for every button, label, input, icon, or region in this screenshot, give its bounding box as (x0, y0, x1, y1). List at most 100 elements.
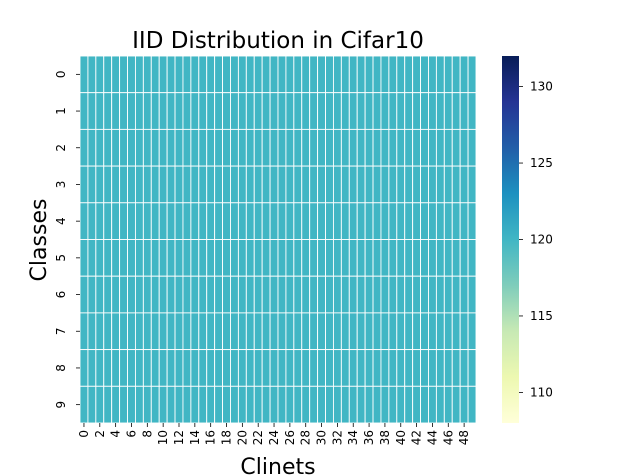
heatmap-cell (420, 275, 429, 314)
heatmap-cell (142, 92, 152, 130)
heatmap-cell (158, 275, 168, 314)
heatmap-cell (166, 92, 176, 130)
heatmap-cell (412, 275, 422, 314)
heatmap-cell (190, 128, 200, 167)
heatmap-cell (119, 385, 128, 424)
heatmap-cell (206, 92, 216, 130)
heatmap-cell (198, 92, 208, 130)
heatmap-cell (166, 275, 176, 314)
y-tick-label: 2 (54, 144, 68, 152)
heatmap-cell (79, 202, 89, 240)
heatmap-cell (412, 202, 422, 240)
heatmap-cell (356, 349, 366, 387)
heatmap-cell (285, 312, 295, 351)
heatmap-cell (206, 128, 216, 167)
heatmap-cell (158, 312, 168, 351)
heatmap-cell (253, 349, 263, 387)
heatmap-cell (420, 128, 429, 167)
x-tick-label: 44 (425, 430, 439, 445)
heatmap-cell (214, 165, 224, 204)
heatmap-cell (332, 312, 342, 351)
heatmap-cell (372, 202, 382, 240)
heatmap-cell (317, 239, 326, 277)
heatmap-cell (206, 55, 216, 94)
heatmap-cell (237, 55, 247, 94)
heatmap-cell (420, 349, 429, 387)
heatmap-cell (174, 128, 184, 167)
heatmap-cell (95, 202, 105, 240)
heatmap-cell (332, 165, 342, 204)
heatmap-cell (467, 55, 477, 94)
heatmap-cell (222, 202, 231, 240)
x-tick-label: 16 (204, 430, 218, 445)
heatmap-cell (340, 275, 350, 314)
heatmap-cell (420, 92, 429, 130)
heatmap-cell (95, 165, 105, 204)
heatmap-cell (142, 165, 152, 204)
y-axis-label: Classes (27, 199, 52, 282)
heatmap-cell (79, 312, 89, 351)
heatmap-cell (150, 349, 160, 387)
x-tick-label: 2 (93, 430, 107, 438)
heatmap-cell (388, 385, 398, 424)
x-tick-label: 28 (299, 430, 313, 445)
heatmap-cell (158, 128, 168, 167)
heatmap-cell (380, 128, 390, 167)
heatmap-cell (428, 202, 437, 240)
heatmap-cell (372, 385, 382, 424)
heatmap-cell (293, 128, 303, 167)
heatmap-cell (301, 312, 311, 351)
x-tick-label: 8 (140, 430, 154, 438)
heatmap-cell (87, 128, 97, 167)
heatmap-cell (467, 128, 477, 167)
heatmap-cell (190, 55, 200, 94)
heatmap-cell (459, 385, 469, 424)
heatmap-cell (222, 128, 231, 167)
heatmap-cell (309, 275, 319, 314)
heatmap-cell (364, 312, 374, 351)
heatmap-cell (396, 202, 406, 240)
heatmap-cell (79, 349, 89, 387)
heatmap-cell (332, 128, 342, 167)
heatmap-cell (309, 128, 319, 167)
y-axis-ticks: 0 1 2 3 4 5 6 7 8 9 (54, 71, 80, 408)
heatmap-cell (340, 92, 350, 130)
heatmap-cell (285, 349, 295, 387)
heatmap-cell (380, 239, 390, 277)
heatmap-cell (332, 385, 342, 424)
heatmap-cell (95, 275, 105, 314)
heatmap-cell (103, 202, 113, 240)
heatmap-cell (285, 385, 295, 424)
heatmap-cell (142, 202, 152, 240)
heatmap-cell (206, 349, 216, 387)
heatmap-cell (127, 385, 136, 424)
x-tick-label: 34 (346, 430, 360, 445)
heatmap-cell (166, 128, 176, 167)
colorbar-tick-label: 120 (530, 233, 553, 247)
heatmap-cell (222, 165, 231, 204)
heatmap-cell (396, 385, 406, 424)
x-tick-label: 48 (457, 430, 471, 445)
heatmap-cell (443, 385, 453, 424)
heatmap-cell (309, 202, 319, 240)
heatmap-cell (340, 239, 350, 277)
heatmap-cell (142, 385, 152, 424)
heatmap-cell (198, 349, 208, 387)
heatmap-cell (222, 385, 231, 424)
heatmap-cell (158, 55, 168, 94)
heatmap-cell (245, 239, 255, 277)
heatmap-cell (325, 92, 334, 130)
heatmap-cell (245, 128, 255, 167)
heatmap-cell (372, 92, 382, 130)
heatmap-cell (182, 202, 192, 240)
heatmap-cell (380, 312, 390, 351)
heatmap-cell (404, 385, 414, 424)
heatmap-cell (451, 275, 461, 314)
heatmap-cell (87, 312, 97, 351)
heatmap-cell (459, 55, 469, 94)
heatmap-cell (150, 312, 160, 351)
heatmap-cell (150, 165, 160, 204)
heatmap-cell (111, 349, 121, 387)
heatmap-cell (222, 349, 231, 387)
heatmap-cell (435, 202, 445, 240)
